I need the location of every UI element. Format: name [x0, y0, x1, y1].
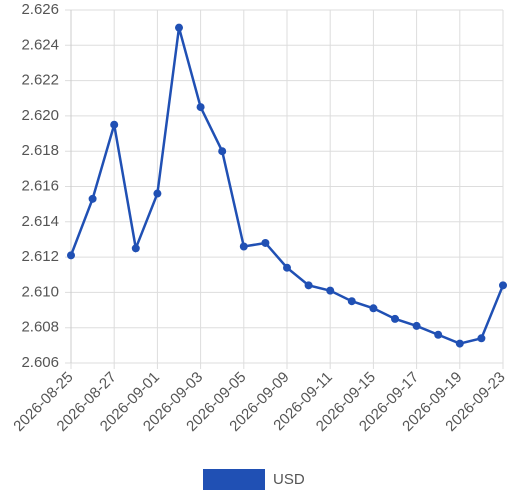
point — [455, 339, 464, 348]
y-tick-label: 2.626 — [21, 1, 59, 18]
point — [304, 281, 313, 290]
y-tick-label: 2.608 — [21, 319, 59, 336]
y-tick-label: 2.610 — [21, 283, 59, 300]
y-tick-label: 2.614 — [21, 213, 59, 230]
point — [218, 147, 227, 156]
point — [110, 120, 119, 129]
y-tick-label: 2.616 — [21, 177, 59, 194]
point — [347, 297, 356, 306]
point — [153, 189, 162, 198]
point — [412, 321, 421, 330]
point — [477, 334, 486, 343]
point — [196, 103, 205, 112]
point — [283, 263, 291, 272]
y-tick-label: 2.606 — [21, 354, 59, 371]
point — [499, 281, 507, 290]
legend-label: USD — [273, 471, 305, 488]
y-tick-label: 2.620 — [21, 107, 59, 124]
y-tick-label: 2.624 — [21, 36, 59, 53]
point — [391, 314, 399, 323]
point — [326, 286, 335, 295]
y-tick-label: 2.612 — [21, 248, 59, 265]
y-tick-label: 2.618 — [21, 142, 59, 159]
point — [67, 251, 75, 260]
point — [88, 194, 97, 203]
y-tick-label: 2.622 — [21, 72, 59, 89]
point — [261, 238, 270, 247]
point — [239, 242, 248, 251]
point — [369, 304, 378, 313]
point — [434, 330, 443, 339]
point — [175, 23, 183, 32]
point — [131, 244, 140, 253]
legend-swatch — [203, 469, 265, 490]
